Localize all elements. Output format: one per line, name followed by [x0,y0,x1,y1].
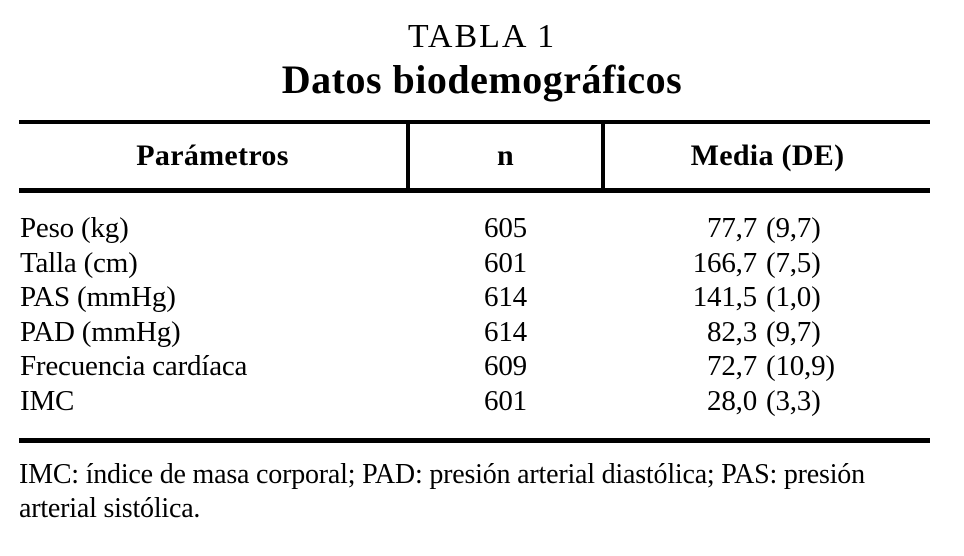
footnote-line-1: IMC: índice de masa corporal; PAD: presi… [19,459,865,490]
table-row-pad: PAD (mmHg) 614 82,3 (9,7) [19,315,930,350]
media-cell: 28,0 (3,3) [601,384,930,419]
table-caption: TABLA 1 Datos biodemográficos [0,18,964,102]
table-title: Datos biodemográficos [281,57,683,102]
sd-value: (9,7) [766,212,821,244]
table-number: TABLA 1 [407,18,557,55]
param-cell: PAD (mmHg) [20,315,181,348]
table-body: Peso (kg) 605 77,7 (9,7) Talla (cm) 601 1… [19,193,930,438]
mean-value: 77,7 [707,212,757,244]
column-header-n: n [497,139,514,172]
n-cell: 605 [484,212,527,244]
mean-value: 72,7 [707,350,757,382]
param-cell: PAS (mmHg) [20,281,176,313]
mean-value: 141,5 [692,281,757,313]
table-header-row: Parámetros n Media (DE) [19,124,930,188]
table-top-rule [19,120,930,124]
n-cell: 609 [484,350,527,382]
footnote-line-2: arterial sistólica. [19,493,201,524]
sd-value: (9,7) [766,315,821,348]
mean-value: 28,0 [707,384,757,417]
column-header-parametros: Parámetros [136,139,289,172]
header-divider-2 [601,124,605,188]
table-bottom-rule [19,438,930,443]
table-header-rule [19,188,930,193]
biodemographic-table: Parámetros n Media (DE) Peso (kg) 605 77… [19,120,930,443]
media-cell: 166,7 (7,5) [601,246,930,281]
media-cell: 72,7 (10,9) [601,349,930,384]
column-header-media-de: Media (DE) [690,139,845,172]
n-cell: 601 [484,384,527,417]
header-divider-1 [406,124,410,188]
media-cell: 141,5 (1,0) [601,280,930,315]
n-cell: 614 [484,281,527,313]
media-cell: 82,3 (9,7) [601,315,930,350]
n-cell: 601 [484,246,527,279]
param-cell: IMC [20,384,75,417]
table-row-talla: Talla (cm) 601 166,7 (7,5) [19,246,930,281]
sd-value: (1,0) [766,281,821,313]
media-cell: 77,7 (9,7) [601,211,930,246]
mean-value: 166,7 [692,246,757,279]
sd-value: (7,5) [766,246,821,279]
table-footnote: IMC: índice de masa corporal; PAD: presi… [19,458,959,526]
sd-value: (10,9) [766,350,835,382]
param-cell: Peso (kg) [20,212,129,244]
param-cell: Frecuencia cardíaca [20,350,248,382]
table-row-frecuencia: Frecuencia cardíaca 609 72,7 (10,9) [19,349,930,384]
n-cell: 614 [484,315,527,348]
table-row-peso: Peso (kg) 605 77,7 (9,7) [19,211,930,246]
table-row-pas: PAS (mmHg) 614 141,5 (1,0) [19,280,930,315]
mean-value: 82,3 [707,315,757,348]
sd-value: (3,3) [766,384,821,417]
table-row-imc: IMC 601 28,0 (3,3) [19,384,930,419]
param-cell: Talla (cm) [20,246,138,279]
